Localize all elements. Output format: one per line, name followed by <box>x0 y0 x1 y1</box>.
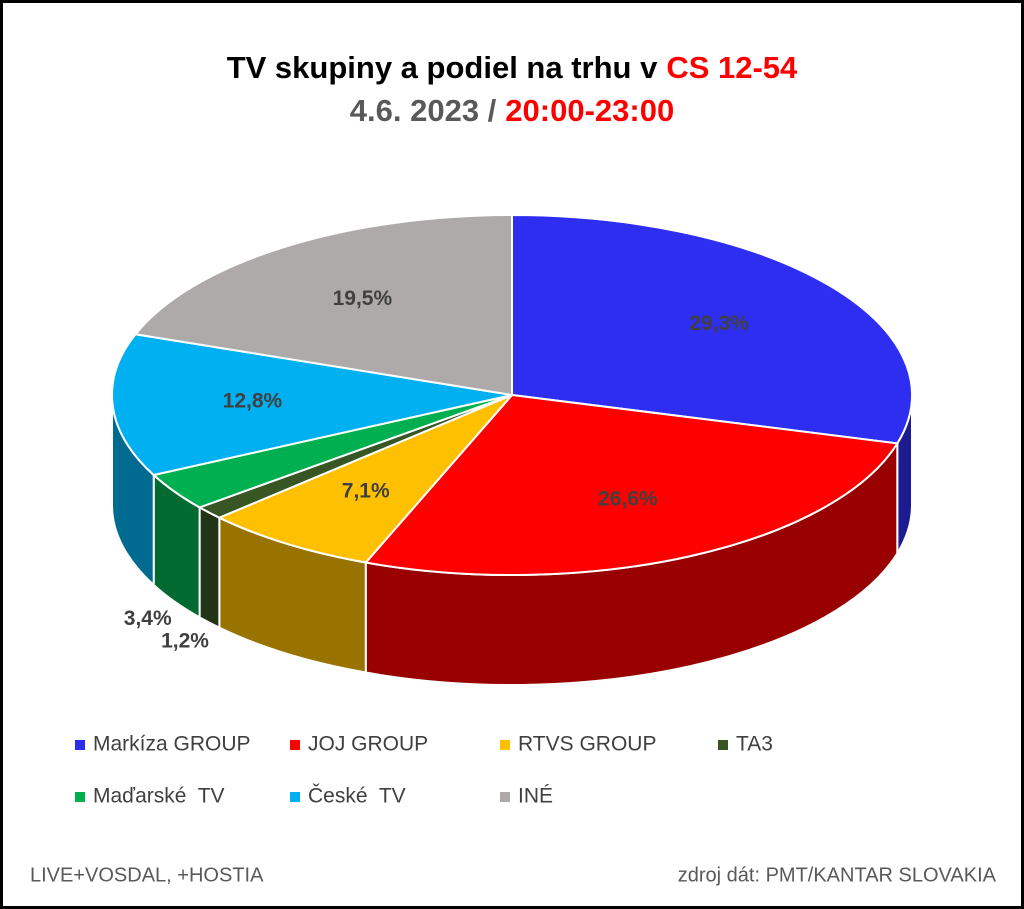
data-label: 19,5% <box>333 287 393 310</box>
data-label: 3,4% <box>124 607 172 630</box>
pie-slice <box>363 393 899 576</box>
chart-subtitle: 4.6. 2023 /20:00-23:00 <box>350 93 674 128</box>
data-label: 29,3% <box>689 312 749 335</box>
data-labels: 29,3% 26,6% 7,1% 1,2%3,4% 12,8% 19,5% <box>124 287 749 653</box>
legend-label: JOJ GROUP <box>308 733 428 756</box>
legend-label: INÉ <box>518 785 553 808</box>
legend-swatch <box>500 740 510 750</box>
chart-title: TV skupiny a podiel na trhu v CS 12-54 <box>227 50 798 85</box>
legend-swatch <box>500 792 510 802</box>
subtitle-text: 4.6. 2023 / <box>350 93 497 128</box>
legend-swatch <box>290 740 300 750</box>
subtitle-highlight: 20:00-23:00 <box>505 93 674 128</box>
legend-swatch <box>75 792 85 802</box>
pie-wall <box>198 505 221 630</box>
note: zdroj dát: PMT/KANTAR SLOVAKIA <box>678 864 997 886</box>
pie-walls <box>111 394 913 686</box>
data-label: 7,1% <box>342 479 390 502</box>
data-label: 1,2% <box>161 630 209 653</box>
note: LIVE+VOSDAL, +HOSTIA <box>30 864 264 886</box>
pie-slice <box>216 394 513 564</box>
legend-label: TA3 <box>736 733 773 756</box>
legend: Markíza GROUP JOJ GROUP RTVS GROUP TA3 Maďar… <box>75 733 773 808</box>
pie-slice <box>111 333 513 477</box>
legend-label: Maďarské TV <box>93 785 225 808</box>
title-text: TV skupiny a podiel na trhu v <box>227 50 658 85</box>
legend-swatch <box>718 740 728 750</box>
data-label: 26,6% <box>598 487 658 510</box>
data-label: 12,8% <box>223 389 283 412</box>
pie-tops <box>111 213 913 576</box>
legend-label: RTVS GROUP <box>518 733 656 756</box>
legend-swatch <box>290 792 300 802</box>
title-highlight: CS 12-54 <box>666 50 798 85</box>
pie-slice <box>511 213 913 445</box>
legend-label: České TV <box>308 785 406 808</box>
legend-swatch <box>75 740 85 750</box>
pie-slice <box>133 213 513 397</box>
legend-label: Markíza GROUP <box>93 733 251 756</box>
